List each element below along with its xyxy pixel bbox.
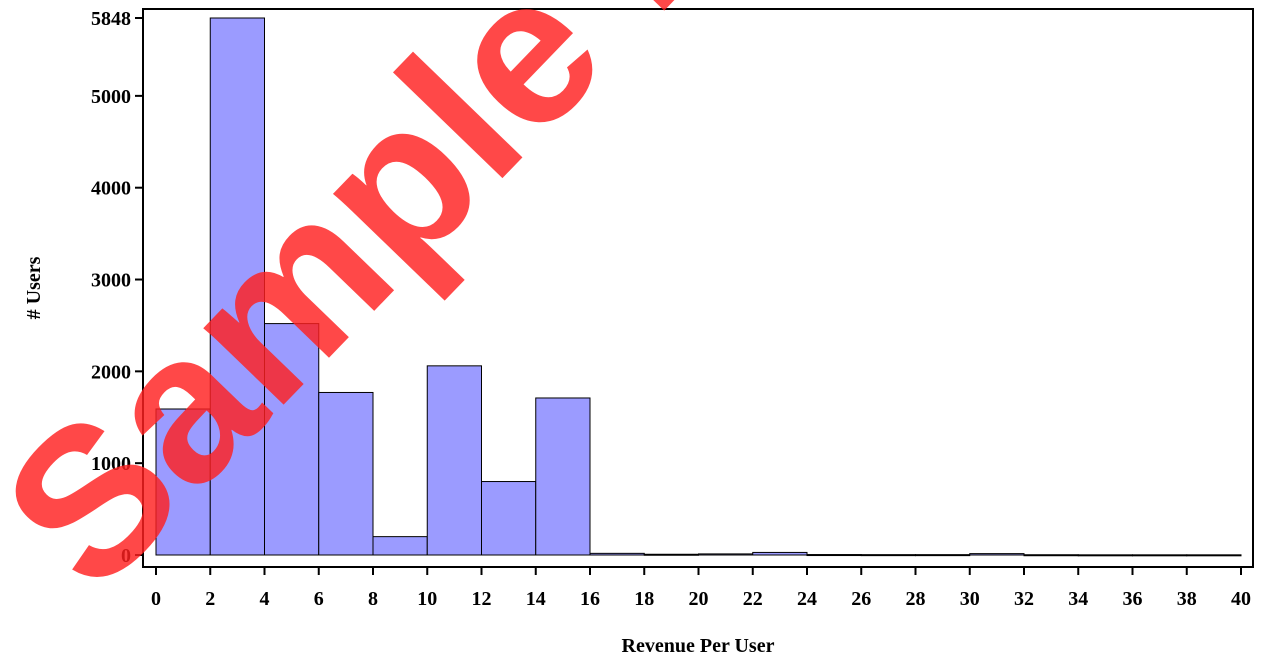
y-tick-label: 0 — [121, 545, 131, 567]
histogram-bar — [589, 552, 645, 556]
histogram-bar — [643, 553, 699, 556]
x-tick-label: 2 — [205, 588, 215, 610]
x-tick-label: 0 — [151, 588, 161, 610]
y-axis-title: # Users — [23, 256, 45, 319]
y-tick-label: 5000 — [91, 86, 131, 108]
histogram-bar — [155, 408, 211, 556]
x-tick-label: 8 — [368, 588, 378, 610]
y-axis: 0 1000 2000 3000 4000 5000 5848 — [91, 8, 143, 567]
histogram-bar — [806, 554, 862, 557]
y-tick-label: 3000 — [91, 270, 131, 292]
bars-group — [155, 17, 1242, 557]
x-tick-label: 28 — [906, 588, 926, 610]
x-tick-label: 34 — [1068, 588, 1088, 610]
y-tick-label: 5848 — [91, 8, 131, 30]
histogram-bar — [372, 536, 428, 556]
x-tick-label: 32 — [1014, 588, 1034, 610]
x-tick-label: 26 — [851, 588, 871, 610]
histogram-bar — [318, 391, 374, 556]
x-axis-title: Revenue Per User — [622, 635, 775, 657]
x-tick-label: 20 — [689, 588, 709, 610]
y-tick-label: 1000 — [91, 453, 131, 475]
x-tick-label: 6 — [314, 588, 324, 610]
x-axis: 0 2 4 6 8 10 12 14 16 18 20 22 24 26 28 30 32 34 36 38 40 — [151, 567, 1251, 610]
x-tick-label: 38 — [1177, 588, 1197, 610]
x-tick-label: 10 — [417, 588, 437, 610]
histogram-bar — [1077, 554, 1133, 557]
x-tick-label: 24 — [797, 588, 817, 610]
x-tick-label: 16 — [580, 588, 600, 610]
histogram-bar — [1023, 554, 1079, 557]
histogram-bar — [1132, 554, 1188, 557]
x-tick-label: 18 — [634, 588, 654, 610]
histogram-bar — [264, 323, 320, 556]
histogram-bar — [752, 551, 808, 556]
histogram-bar — [915, 554, 971, 557]
histogram-bar — [860, 554, 916, 557]
x-tick-label: 14 — [526, 588, 546, 610]
y-tick-label: 4000 — [91, 178, 131, 200]
histogram-bar — [1186, 554, 1242, 557]
histogram-bar — [535, 397, 591, 556]
histogram-bar — [209, 17, 265, 556]
histogram-bar — [481, 481, 537, 556]
x-tick-label: 4 — [260, 588, 270, 610]
x-tick-label: 22 — [743, 588, 763, 610]
x-tick-label: 40 — [1231, 588, 1251, 610]
x-tick-label: 12 — [472, 588, 492, 610]
histogram-bar — [969, 553, 1025, 556]
y-tick-label: 2000 — [91, 361, 131, 383]
x-tick-label: 36 — [1123, 588, 1143, 610]
x-tick-label: 30 — [960, 588, 980, 610]
histogram-bar — [698, 553, 754, 556]
histogram-bar — [426, 365, 482, 556]
